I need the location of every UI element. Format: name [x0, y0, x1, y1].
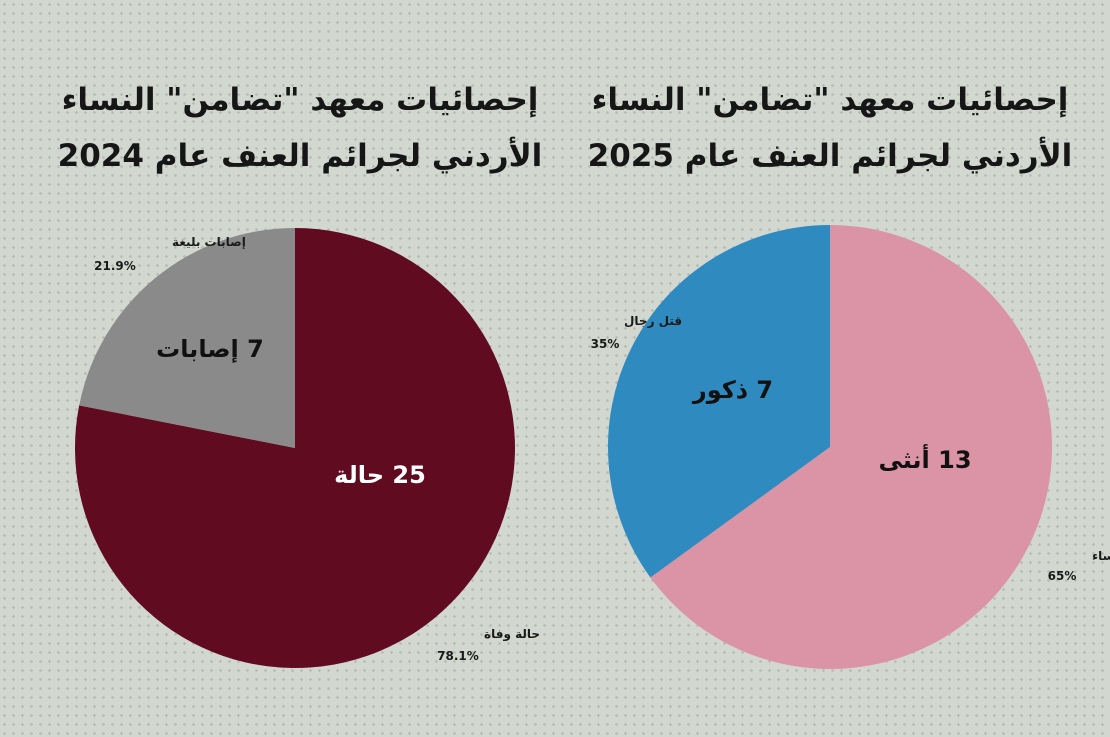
slice-category-label-0-1: إصابات بليغة	[172, 235, 246, 249]
slice-value-label-1-0: 13 أنثى	[878, 444, 971, 474]
chart-title-2024-line1: إحصائيات معهد "تضامن" النساء	[61, 82, 539, 118]
pie-chart-2024: 25 حالة حالة وفاة 78.1% 7 إصابات إصابات بليغ…	[74, 228, 540, 668]
chart-title-2024: إحصائيات معهد "تضامن" النساء الأردني لجر…	[40, 72, 560, 184]
slice-percent-label-0-0: 78.1%	[437, 649, 479, 663]
pie-slice-0-0	[74, 228, 515, 668]
slice-percent-label-0-1: 21.9%	[94, 259, 136, 273]
chart-title-2025: إحصائيات معهد "تضامن" النساء الأردني لجر…	[570, 72, 1090, 184]
chart-title-2024-line2: الأردني لجرائم العنف عام 2024	[57, 138, 543, 174]
chart-title-2025-line2: الأردني لجرائم العنف عام 2025	[587, 138, 1073, 174]
slice-value-label-0-0: 25 حالة	[334, 461, 426, 489]
slice-category-label-1-0: قتل نساء	[1092, 549, 1110, 563]
pie-chart-2025: 13 أنثى قتل نساء 65% 7 ذكور قتل رجال 35%	[591, 225, 1110, 670]
slice-value-label-1-1: 7 ذكور	[692, 376, 773, 404]
slice-value-label-0-1: 7 إصابات	[156, 335, 264, 363]
slice-percent-label-1-1: 35%	[591, 337, 620, 351]
pie-slice-1-0	[650, 225, 1052, 670]
slice-category-label-0-0: حالة وفاة	[484, 627, 540, 642]
chart-title-2025-line1: إحصائيات معهد "تضامن" النساء	[591, 82, 1069, 118]
pie-slice-1-1	[608, 225, 830, 578]
pie-slice-0-1	[79, 228, 295, 448]
slice-percent-label-1-0: 65%	[1048, 569, 1077, 583]
slice-category-label-1-1: قتل رجال	[624, 314, 682, 328]
